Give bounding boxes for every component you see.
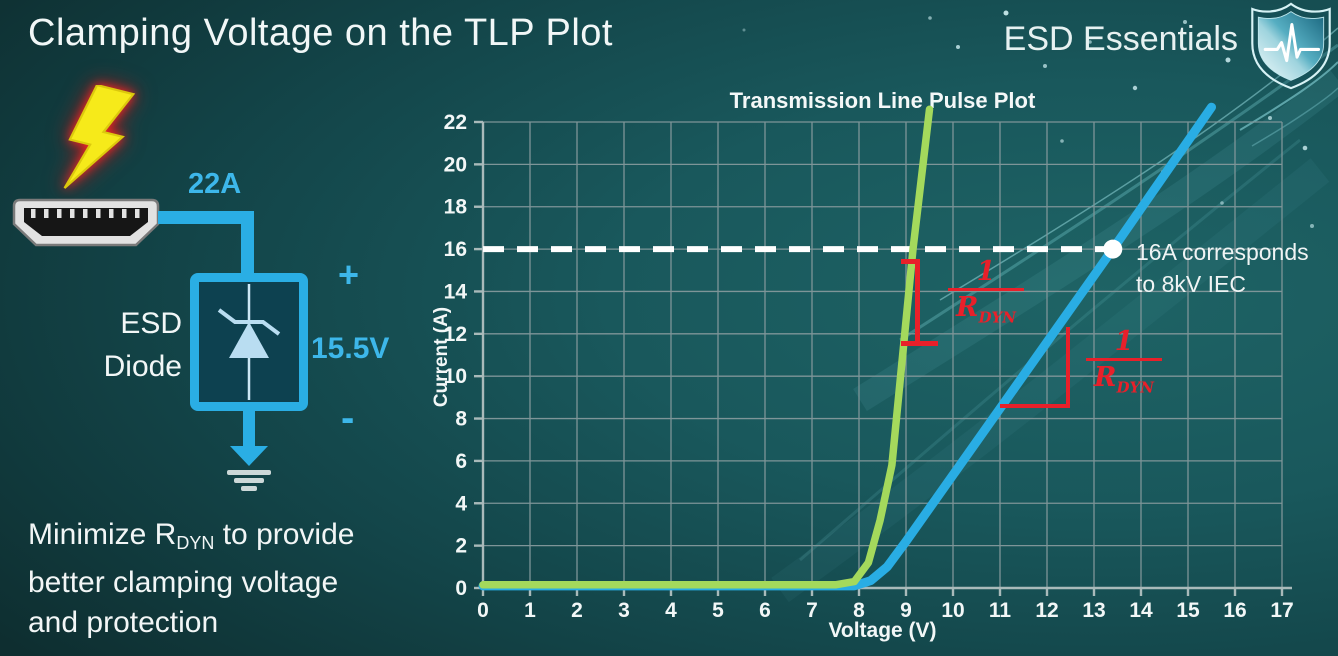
esd-diode-box [190,273,308,411]
x-axis-label: Voltage (V) [828,619,937,642]
y-tick-label: 22 [444,111,467,134]
x-tick-label: 14 [1129,599,1153,622]
fraction-denominator: RDYN [1094,362,1154,397]
current-to-ground-arrow-icon [230,408,268,466]
x-tick-label: 2 [571,599,583,622]
y-tick-label: 20 [444,153,467,176]
x-tick-label: 4 [665,599,677,622]
brand-name: ESD Essentials [1003,20,1238,58]
zener-diode-symbol-icon [217,284,281,400]
marker-callout: 16A corresponds to 8kV IEC [1136,236,1309,300]
y-tick-label: 12 [444,323,467,346]
ground-icon [241,486,257,491]
device-label-line2: Diode [103,350,182,383]
hdmi-connector-icon [12,198,160,247]
y-tick-label: 10 [444,365,467,388]
fraction-bar [948,288,1024,291]
x-tick-label: 15 [1176,599,1200,622]
takeaway-note: Minimize RDYN to provide better clamping… [28,515,354,643]
fraction-denominator: RDYN [956,292,1016,327]
grid-lines [483,121,1283,588]
y-tick-label: 18 [444,196,468,219]
axes [474,120,1292,596]
x-tick-label: 11 [989,599,1012,622]
device-label-line1: ESD [120,307,182,340]
x-tick-label: 5 [712,599,724,622]
fraction-numerator: 1 [976,256,996,287]
x-tick-label: 8 [853,599,865,622]
polarity-plus-label: + [338,254,360,295]
rdyn-fraction-blue: 1 RDYN [1080,328,1168,402]
marker-callout-line1: 16A corresponds [1136,239,1309,265]
wire-vertical [241,211,254,277]
ground-icon [227,470,271,475]
x-tick-label: 3 [618,599,630,622]
note-line3: and protection [28,606,219,640]
background-particles [742,10,1314,228]
slope-bracket-green [901,259,919,264]
x-tick-label: 12 [1035,599,1058,622]
device-label: ESD Diode [98,302,182,388]
y-tick-label: 8 [455,408,467,431]
chart-title: Transmission Line Pulse Plot [729,88,1036,113]
slope-bracket-green [901,341,938,346]
y-tick-label: 0 [455,577,467,600]
marker-callout-line2: to 8kV IEC [1136,271,1246,297]
fraction-numerator: 1 [1114,326,1134,357]
y-tick-label: 16 [444,238,467,261]
x-tick-label: 10 [941,599,964,622]
fraction-bar [1086,358,1162,361]
background-swoosh [1251,87,1338,147]
shield-ecg-icon [1251,2,1331,90]
background-swoosh [771,158,1330,603]
y-tick-label: 4 [455,492,467,515]
background-swoosh [899,43,1338,342]
y-tick-label: 6 [455,450,467,473]
background-swoosh [1239,61,1338,131]
x-tick-label: 7 [806,599,818,622]
y-tick-label: 2 [455,535,467,558]
slope-bracket-green [915,259,920,345]
curve-low-rdyn-diode-green [479,105,934,589]
polarity-minus-label: - [341,396,355,440]
wire-horizontal [158,211,254,224]
x-tick-label: 0 [477,599,489,622]
slope-bracket-blue [1000,327,1070,408]
page-title: Clamping Voltage on the TLP Plot [28,12,613,54]
ground-icon [234,478,264,483]
marker-dot [1103,239,1123,259]
surge-current-label: 22A [188,168,242,200]
x-tick-label: 6 [759,599,771,622]
x-tick-label: 13 [1082,599,1105,622]
x-tick-label: 17 [1270,599,1293,622]
note-line1: Minimize RDYN to provide [28,518,355,554]
y-tick-label: 14 [444,280,468,303]
x-tick-label: 16 [1223,599,1246,622]
x-tick-label: 1 [524,599,536,622]
note-line2: better clamping voltage [28,566,339,600]
lightning-bolt-icon [63,85,136,189]
clamping-voltage-label: 15.5V [311,332,390,365]
rdyn-fraction-green: 1 RDYN [942,258,1030,332]
x-tick-label: 9 [900,599,912,622]
